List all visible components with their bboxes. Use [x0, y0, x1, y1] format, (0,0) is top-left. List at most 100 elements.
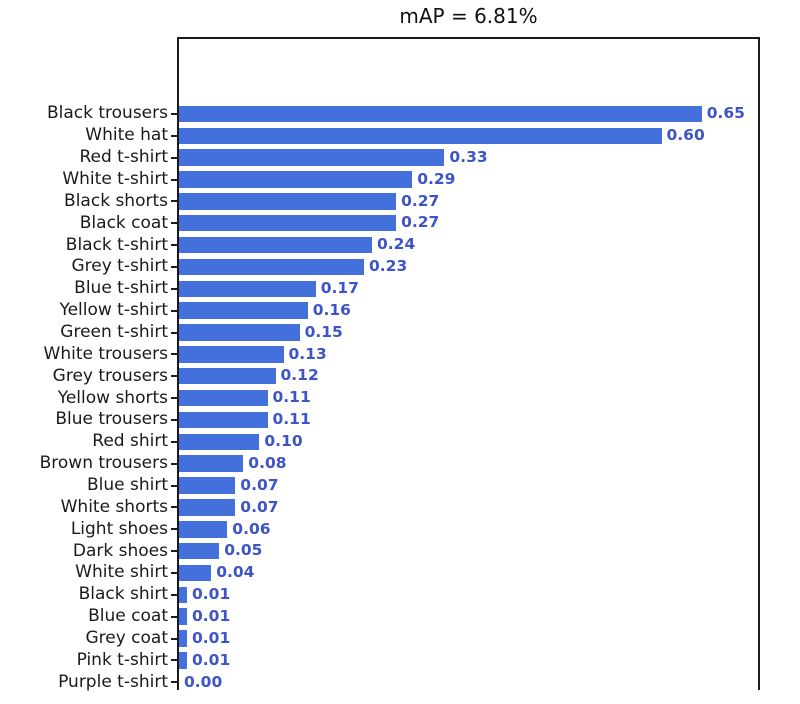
- axis-tick: [171, 550, 177, 553]
- bar-row: Blue t-shirt 0.17: [0, 278, 800, 300]
- bar-row: Yellow shorts 0.11: [0, 387, 800, 409]
- axis-tick: [171, 222, 177, 225]
- category-label: Dark shoes: [72, 540, 168, 561]
- bar: [179, 586, 187, 604]
- bar: [179, 214, 397, 232]
- bar: [179, 608, 187, 625]
- bar-row: White t-shirt 0.29: [0, 169, 800, 191]
- value-label: 0.11: [272, 410, 311, 429]
- bar-row: Light shoes 0.06: [0, 518, 800, 540]
- category-label: Brown trousers: [39, 453, 168, 474]
- bar: [179, 542, 220, 560]
- category-label: Pink t-shirt: [76, 649, 168, 670]
- bar-rows: Black trousers 0.65 White hat 0.60 Red t-shi…: [0, 103, 800, 693]
- axis-tick: [171, 528, 177, 531]
- bar-row: Grey t-shirt 0.23: [0, 256, 800, 278]
- value-label: 0.16: [312, 300, 351, 319]
- bar-row: Purple t-shirt 0.00: [0, 671, 800, 693]
- value-label: 0.27: [401, 191, 440, 210]
- category-label: Purple t-shirt: [58, 671, 168, 692]
- axis-tick: [171, 112, 177, 115]
- axis-tick: [171, 593, 177, 596]
- axis-tick: [171, 353, 177, 356]
- category-label: Black shorts: [64, 190, 168, 211]
- bar: [179, 280, 316, 298]
- category-label: Black trousers: [46, 103, 168, 124]
- value-label: 0.17: [320, 279, 359, 298]
- axis-tick: [171, 506, 177, 509]
- bar: [179, 149, 445, 166]
- category-label: White shorts: [60, 496, 168, 517]
- bar-row: Grey trousers 0.12: [0, 365, 800, 387]
- axis-tick: [171, 265, 177, 268]
- bar-row: White shorts 0.07: [0, 496, 800, 518]
- value-label: 0.24: [377, 235, 416, 254]
- category-label: Blue t-shirt: [74, 278, 168, 299]
- bar: [179, 302, 308, 319]
- category-label: Black coat: [79, 212, 168, 233]
- value-label: 0.29: [417, 169, 456, 188]
- category-label: White trousers: [43, 343, 168, 364]
- category-label: Grey t-shirt: [71, 256, 168, 277]
- value-label: 0.12: [280, 366, 319, 385]
- bar: [179, 324, 300, 341]
- category-label: Red shirt: [92, 431, 168, 452]
- value-label: 0.01: [192, 606, 231, 625]
- bar-row: Brown trousers 0.08: [0, 453, 800, 475]
- axis-tick: [171, 484, 177, 487]
- value-label: 0.05: [224, 541, 263, 560]
- category-label: Blue trousers: [55, 409, 168, 430]
- category-label: Light shoes: [70, 518, 168, 539]
- value-label: 0.33: [449, 147, 488, 166]
- bar-row: Red t-shirt 0.33: [0, 147, 800, 169]
- category-label: Green t-shirt: [60, 322, 168, 343]
- value-label: 0.01: [192, 628, 231, 647]
- category-label: White t-shirt: [62, 169, 168, 189]
- bar: [179, 521, 228, 538]
- category-label: White shirt: [75, 562, 168, 583]
- axis-tick: [171, 462, 177, 465]
- value-label: 0.15: [304, 322, 343, 341]
- bar-row: Black shirt 0.01: [0, 584, 800, 606]
- bar-row: Blue shirt 0.07: [0, 475, 800, 497]
- axis-tick: [171, 178, 177, 181]
- bar: [179, 193, 397, 210]
- bar-row: Blue coat 0.01: [0, 606, 800, 628]
- axis-tick: [171, 200, 177, 203]
- axis-tick: [171, 244, 177, 247]
- axis-tick: [171, 637, 177, 640]
- axis-tick: [171, 156, 177, 159]
- bar-row: Black shorts 0.27: [0, 190, 800, 212]
- bar: [179, 127, 662, 145]
- category-label: White hat: [85, 125, 168, 146]
- bar: [179, 389, 268, 407]
- category-label: Black t-shirt: [65, 234, 168, 255]
- axis-tick: [171, 418, 177, 421]
- bar: [179, 477, 236, 494]
- bar-row: Dark shoes 0.05: [0, 540, 800, 562]
- chart-title: mAP = 6.81%: [399, 4, 538, 28]
- value-label: 0.01: [192, 650, 231, 669]
- category-label: Yellow t-shirt: [59, 300, 168, 321]
- value-label: 0.00: [184, 672, 223, 691]
- value-label: 0.11: [272, 388, 311, 407]
- category-label: Blue coat: [88, 606, 168, 627]
- value-label: 0.65: [706, 104, 745, 123]
- bar: [179, 171, 413, 188]
- bar: [179, 564, 212, 582]
- category-label: Grey trousers: [52, 365, 168, 386]
- axis-tick: [171, 287, 177, 290]
- value-label: 0.10: [264, 432, 303, 451]
- value-label: 0.06: [232, 519, 271, 538]
- bar: [179, 258, 364, 276]
- plot-area: [177, 37, 760, 690]
- axis-tick: [171, 571, 177, 574]
- bar: [179, 455, 244, 472]
- bar-row: Grey coat 0.01: [0, 628, 800, 650]
- value-label: 0.08: [248, 453, 287, 472]
- bar-row: Blue trousers 0.11: [0, 409, 800, 431]
- value-label: 0.07: [240, 475, 279, 494]
- axis-tick: [171, 397, 177, 400]
- value-label: 0.04: [216, 563, 255, 582]
